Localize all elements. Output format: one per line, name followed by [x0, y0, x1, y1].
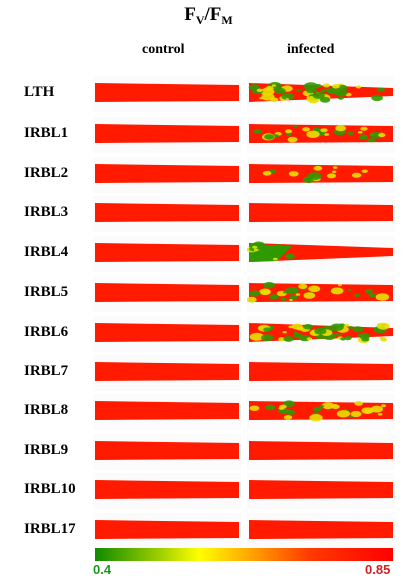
leaf-image-infected-irbl17	[247, 513, 395, 549]
row-label-irbl7: IRBL7	[24, 363, 69, 379]
figure-title: FV/FM	[184, 4, 233, 27]
leaf-infected-irbl9	[249, 441, 393, 460]
leaf-infected-irbl3	[249, 203, 393, 222]
leaf-infected-irbl8	[249, 400, 393, 422]
leaf-image-infected-irbl7	[247, 355, 395, 391]
leaf-image-control-irbl3	[93, 196, 241, 232]
leaf-image-infected-irbl6	[247, 316, 395, 352]
leaf-image-control-irbl7	[93, 355, 241, 391]
color-scale-bar	[95, 548, 393, 561]
leaf-control-irbl1	[95, 124, 239, 143]
leaf-image-infected-irbl3	[247, 196, 395, 232]
row-label-irbl8: IRBL8	[24, 402, 69, 418]
scale-min-label: 0.4	[93, 562, 112, 577]
leaf-image-infected-irbl4	[247, 236, 395, 272]
leaf-control-irbl3	[95, 203, 239, 222]
leaf-image-infected-irbl5	[247, 276, 395, 312]
leaf-image-control-irbl17	[93, 513, 241, 549]
leaf-control-irbl7	[95, 362, 239, 381]
leaf-control-irbl8	[95, 401, 239, 420]
row-label-irbl10: IRBL10	[24, 481, 76, 497]
leaf-infected-irbl5	[247, 282, 393, 303]
leaf-infected-irbl7	[249, 362, 393, 381]
leaf-image-control-irbl9	[93, 434, 241, 470]
leaf-infected-irbl6	[249, 322, 393, 344]
leaf-image-control-irbl6	[93, 316, 241, 352]
row-label-irbl4: IRBL4	[24, 244, 69, 260]
leaf-image-infected-irbl8	[247, 394, 395, 430]
leaf-control-irbl4	[95, 243, 239, 262]
leaf-image-infected-lth	[247, 76, 395, 112]
leaf-image-control-irbl1	[93, 117, 241, 153]
leaf-image-control-irbl5	[93, 276, 241, 312]
leaf-control-irbl6	[95, 323, 239, 342]
leaf-infected-irbl2	[249, 164, 393, 184]
row-label-irbl9: IRBL9	[24, 442, 69, 458]
leaf-infected-irbl10	[249, 480, 393, 499]
leaf-image-control-irbl4	[93, 236, 241, 272]
row-label-irbl3: IRBL3	[24, 204, 69, 220]
leaf-infected-irbl1	[249, 124, 393, 143]
leaf-image-control-lth	[93, 76, 241, 112]
leaf-image-infected-irbl2	[247, 157, 395, 193]
leaf-image-infected-irbl1	[247, 117, 395, 153]
row-label-irbl1: IRBL1	[24, 125, 69, 141]
leaf-control-irbl2	[95, 164, 239, 183]
leaf-image-control-irbl8	[93, 394, 241, 430]
column-header-control: control	[142, 42, 185, 57]
column-header-infected: infected	[287, 42, 335, 57]
row-label-lth: LTH	[24, 84, 55, 100]
leaf-control-lth	[95, 83, 239, 102]
leaf-control-irbl17	[95, 520, 239, 539]
leaf-control-irbl9	[95, 441, 239, 460]
scale-max-label: 0.85	[365, 562, 391, 577]
leaf-image-infected-irbl10	[247, 473, 395, 509]
leaf-image-control-irbl2	[93, 157, 241, 193]
leaf-control-irbl5	[95, 283, 239, 302]
leaf-control-irbl10	[95, 480, 239, 499]
leaf-infected-irbl17	[249, 520, 393, 539]
row-label-irbl6: IRBL6	[24, 324, 69, 340]
row-label-irbl2: IRBL2	[24, 165, 69, 181]
leaf-image-infected-irbl9	[247, 434, 395, 470]
leaf-infected-lth	[248, 82, 393, 104]
row-label-irbl17: IRBL17	[24, 521, 76, 537]
leaf-infected-irbl4	[247, 241, 393, 262]
leaf-image-control-irbl10	[93, 473, 241, 509]
row-label-irbl5: IRBL5	[24, 284, 69, 300]
